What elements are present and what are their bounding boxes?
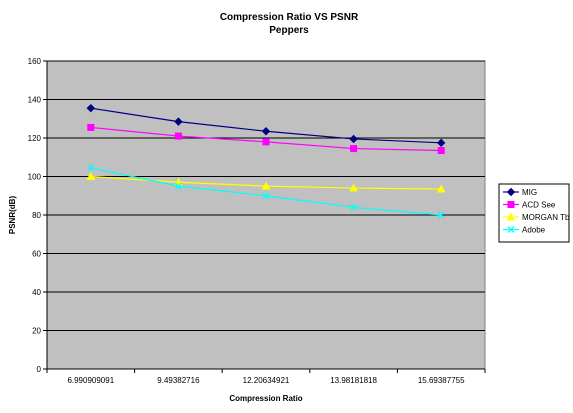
chart-title: Compression Ratio VS PSNR bbox=[220, 12, 359, 23]
legend-marker bbox=[506, 187, 516, 197]
x-tick-label: 13.98181818 bbox=[330, 376, 377, 385]
legend-item-mig: MIG bbox=[503, 187, 537, 197]
y-tick-label: 80 bbox=[32, 211, 41, 220]
point-adobe-stroke bbox=[437, 211, 445, 219]
series-acd-see bbox=[87, 123, 445, 155]
series-layer bbox=[86, 103, 446, 219]
legend-label: MORGAN Tb bbox=[522, 213, 570, 222]
point-acd-see bbox=[87, 123, 95, 131]
point-adobe bbox=[174, 182, 182, 190]
series-mig bbox=[86, 103, 446, 148]
legend-marker-stroke bbox=[507, 226, 515, 233]
legend: MIG ACD See MORGAN Tb Adobe bbox=[498, 183, 570, 243]
legend-marker bbox=[506, 212, 516, 221]
point-mig bbox=[174, 117, 183, 126]
point-adobe-stroke bbox=[350, 203, 358, 211]
x-tick-label: 9.49382716 bbox=[157, 376, 200, 385]
y-axis-title: PSNR(dB) bbox=[8, 196, 17, 235]
legend-label: MIG bbox=[522, 188, 537, 197]
legend-label: ACD See bbox=[522, 201, 556, 210]
point-mig bbox=[349, 134, 358, 144]
point-adobe bbox=[87, 164, 95, 172]
legend-item-acd-see: ACD See bbox=[503, 201, 556, 210]
y-tick-label: 140 bbox=[28, 96, 42, 105]
point-adobe-stroke bbox=[262, 192, 270, 200]
point-acd-see bbox=[174, 132, 182, 140]
y-tick-label: 120 bbox=[28, 134, 42, 143]
point-adobe-stroke bbox=[174, 182, 182, 190]
point-mig bbox=[86, 103, 96, 113]
y-tick-label: 20 bbox=[32, 327, 41, 336]
point-acd-see bbox=[437, 147, 445, 155]
point-adobe bbox=[262, 192, 270, 200]
legend-item-morgan-tb: MORGAN Tb bbox=[503, 212, 570, 222]
y-tick-label: 100 bbox=[28, 173, 42, 182]
x-axis-ticks: 6.990909091 9.49382716 12.20634921 13.98181… bbox=[46, 369, 486, 385]
point-morgan-tb bbox=[349, 183, 358, 192]
legend-marker bbox=[507, 201, 515, 208]
point-mig bbox=[261, 127, 271, 136]
point-adobe bbox=[437, 211, 445, 219]
point-adobe-stroke bbox=[87, 164, 95, 172]
point-acd-see bbox=[350, 145, 358, 153]
legend-marker bbox=[507, 226, 515, 233]
point-morgan-tb bbox=[436, 184, 446, 193]
y-tick-label: 0 bbox=[37, 365, 42, 374]
chart-subtitle: Peppers bbox=[269, 25, 309, 36]
x-tick-label: 15.69387755 bbox=[418, 376, 465, 385]
x-axis-title: Compression Ratio bbox=[229, 394, 302, 403]
x-tick-label: 12.20634921 bbox=[243, 376, 290, 385]
point-morgan-tb bbox=[86, 171, 96, 180]
y-tick-label: 40 bbox=[32, 288, 41, 297]
series-adobe bbox=[87, 164, 445, 219]
y-axis-ticks: 0 20 40 60 80 100 120 140 160 bbox=[28, 57, 47, 374]
point-mig bbox=[436, 138, 446, 148]
legend-label: Adobe bbox=[522, 226, 546, 235]
point-adobe bbox=[350, 203, 358, 211]
point-morgan-tb bbox=[261, 181, 271, 190]
legend-item-adobe: Adobe bbox=[503, 226, 546, 235]
y-tick-label: 160 bbox=[28, 57, 42, 66]
y-tick-label: 60 bbox=[32, 250, 41, 259]
x-tick-label: 6.990909091 bbox=[67, 376, 114, 385]
point-acd-see bbox=[262, 138, 270, 146]
